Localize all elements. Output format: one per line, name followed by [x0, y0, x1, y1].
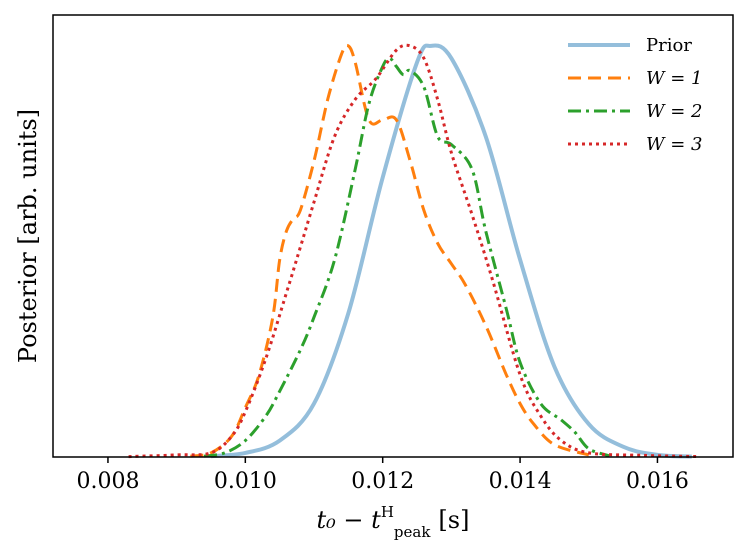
plot-frame [52, 14, 734, 458]
legend-label: W = 2 [646, 101, 702, 122]
x-ticks: 0.008 0.010 0.012 0.014 0.016 [76, 457, 689, 494]
legend: Prior W = 1 W = 2 W = 3 [568, 35, 702, 155]
legend-label: Prior [646, 35, 692, 56]
x-axis-label: t₀ − tHpeak [s] [317, 503, 470, 541]
series-layer [128, 43, 699, 459]
series-line-w1 [190, 43, 590, 458]
y-axis-label: Posterior [arb. units] [14, 109, 42, 363]
series-line-prior [210, 43, 692, 459]
series-line-w2 [203, 56, 610, 458]
series-line-w3 [128, 43, 699, 459]
x-tick-label: 0.010 [214, 469, 277, 494]
x-axis-label-subscript: peak [394, 523, 431, 541]
x-tick-label: 0.012 [351, 469, 414, 494]
legend-label: W = 3 [646, 134, 702, 155]
x-tick-label: 0.008 [76, 469, 139, 494]
x-axis-label-superscript: H [381, 503, 394, 521]
x-axis-label-units: [s] [438, 506, 469, 534]
x-tick-label: 0.016 [626, 469, 689, 494]
x-axis-label-main: t₀ − t [317, 506, 382, 534]
legend-label: W = 1 [646, 68, 702, 89]
x-tick-label: 0.014 [489, 469, 552, 494]
